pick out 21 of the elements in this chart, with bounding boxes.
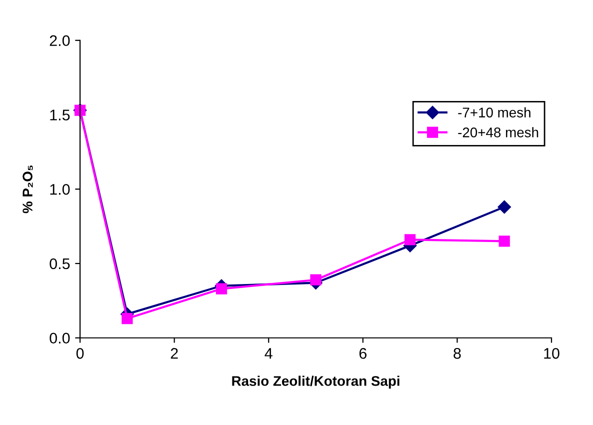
- y-tick-label: 0.5: [50, 258, 70, 270]
- point: [310, 274, 322, 286]
- x-tick-label: 4: [264, 348, 272, 359]
- point: [498, 236, 510, 247]
- legend-label: -20+48 mesh: [458, 127, 538, 138]
- point: [122, 312, 133, 324]
- y-tick-label: 1.0: [50, 184, 70, 195]
- x-tick-label: 6: [359, 348, 366, 359]
- point: [498, 200, 511, 214]
- x-tick-label: 2: [170, 348, 178, 359]
- x-axis-title: Rasio Zeolit/Kotoran Sapi: [232, 376, 400, 389]
- point: [404, 234, 416, 246]
- y-axis-title: % P₂O₅: [22, 165, 33, 214]
- point: [216, 283, 228, 294]
- x-tick-label: 8: [454, 348, 461, 359]
- x-tick-label: 10: [544, 348, 560, 359]
- y-tick-label: 0.0: [50, 332, 70, 344]
- x-tick-label: 0: [76, 348, 84, 359]
- y-tick-label: 2.0: [50, 35, 70, 46]
- legend-label: -7+10 mesh: [458, 107, 530, 118]
- y-tick-label: 1.5: [50, 110, 70, 120]
